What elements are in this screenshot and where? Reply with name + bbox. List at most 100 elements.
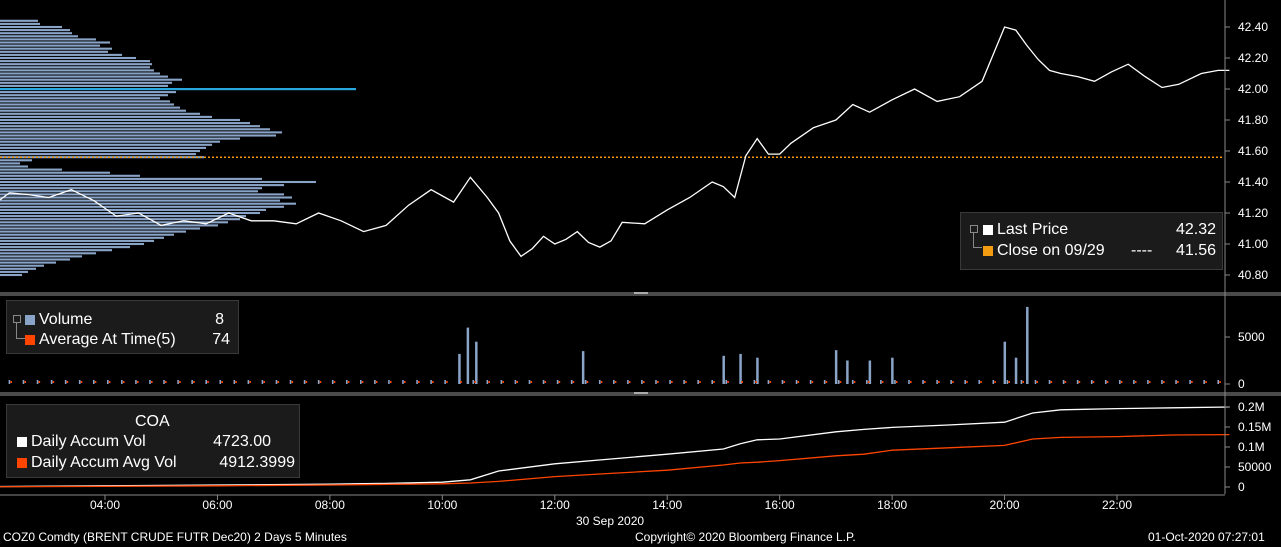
avg-volume-marker (1177, 381, 1179, 383)
volume-profile-bar (0, 56, 136, 60)
avg-swatch (25, 335, 35, 345)
volume-bar (868, 360, 872, 384)
volume-profile-bar (0, 270, 28, 273)
y-tick-label: 41.00 (1238, 237, 1268, 251)
volume-bar (795, 380, 798, 384)
avg-volume-marker (755, 381, 757, 383)
avg-volume-marker (938, 381, 940, 383)
avg-volume-marker (38, 381, 41, 383)
price-panel: 42.40 42.20 42.00 41.80 41.60 41.40 41.20 41.00… (0, 19, 1268, 282)
volume-bar (360, 380, 362, 384)
avg-volume-marker (741, 381, 743, 383)
volume-profile-bar (0, 81, 172, 84)
volume-profile-bar (0, 72, 160, 75)
accum-avg-swatch (17, 458, 27, 468)
volume-profile-bar (0, 233, 174, 236)
y-tick-label: 0 (1238, 377, 1245, 391)
volume-bar (542, 380, 545, 384)
volume-bar (964, 380, 966, 384)
avg-volume-marker (1008, 381, 1010, 383)
volume-profile-bar (0, 103, 174, 106)
volume-bar (374, 380, 376, 384)
avg-volume-marker (713, 381, 715, 383)
avg-volume-marker (1050, 381, 1053, 383)
volume-bar (444, 380, 446, 384)
volume-bar (458, 380, 460, 384)
avg-volume-marker (221, 381, 223, 383)
volume-bar (1048, 380, 1051, 384)
avg-volume-marker (727, 381, 729, 383)
volume-profile-bar (0, 97, 160, 100)
volume-bar (584, 380, 587, 384)
volume-profile-bar (0, 106, 180, 109)
volume-profile-bar (0, 171, 110, 174)
avg-volume-marker (572, 381, 575, 383)
volume-bar (289, 380, 292, 384)
avg-value: 74 (212, 331, 230, 348)
volume-bar (303, 380, 306, 384)
avg-volume-marker (1120, 381, 1123, 383)
x-axis: 04:00 06:00 08:00 10:00 12:00 14:00 16:00 18:00… (90, 495, 1132, 512)
avg-volume-marker (544, 381, 547, 383)
avg-volume-marker (1064, 381, 1067, 383)
x-tick-label: 16:00 (765, 498, 795, 512)
volume-bar (1147, 380, 1149, 384)
avg-volume-marker (1078, 381, 1081, 383)
x-tick-label: 04:00 (90, 498, 120, 512)
volume-profile-bar (0, 267, 36, 270)
legend-collapse-icon[interactable] (13, 315, 21, 323)
volume-bar (233, 380, 236, 384)
y-tick-label: 42.00 (1238, 82, 1268, 96)
avg-volume-marker (207, 381, 209, 383)
volume-profile-bar (0, 242, 144, 246)
volume-bar (486, 380, 489, 384)
volume-bar (711, 380, 713, 384)
volume-bar (78, 380, 81, 384)
volume-profile-bar (0, 94, 168, 97)
volume-bar (722, 355, 725, 384)
volume-bar (50, 380, 53, 384)
volume-bar (978, 380, 981, 384)
resize-grip (634, 292, 648, 294)
avg-volume-marker (685, 381, 687, 383)
volume-bar (107, 380, 109, 384)
legend-collapse-icon[interactable] (970, 225, 978, 233)
volume-profile-bar (0, 53, 122, 56)
volume-profile-bar (0, 239, 154, 242)
avg-volume-marker (952, 381, 954, 383)
volume-bar (402, 380, 404, 384)
avg-volume-marker (656, 381, 659, 383)
volume-bar (64, 380, 67, 384)
volume-profile-bar (0, 66, 150, 69)
volume-bar (894, 380, 896, 384)
volume-profile-bar (0, 131, 282, 134)
volume-bar (345, 380, 348, 384)
avg-volume-marker (671, 381, 673, 383)
volume-bar (528, 380, 531, 384)
volume-bar (1090, 380, 1093, 384)
avg-volume-marker (375, 381, 378, 383)
avg-volume-marker (347, 381, 350, 383)
y-tick-label: 41.20 (1238, 206, 1268, 220)
volume-profile-bar (0, 78, 182, 81)
accum-value: 4723.00 (213, 433, 271, 450)
avg-volume-marker (361, 381, 364, 383)
y-tick-label: 41.80 (1238, 113, 1268, 127)
volume-profile-bar (0, 91, 176, 94)
volume-bar (317, 380, 320, 384)
last-price-label: Last Price (997, 221, 1069, 238)
x-tick-label: 08:00 (315, 498, 345, 512)
volume-bar (556, 380, 559, 384)
volume-bar (1034, 380, 1037, 384)
x-tick-label: 18:00 (877, 498, 907, 512)
volume-bar (613, 380, 615, 384)
volume-bar (8, 380, 11, 384)
volume-profile-bar (0, 162, 20, 165)
avg-volume-marker (1092, 381, 1095, 383)
volume-bar (1133, 380, 1135, 384)
y-tick-label: 5000 (1238, 330, 1265, 344)
volume-bar (581, 351, 585, 384)
x-tick-label: 06:00 (202, 498, 232, 512)
avg-volume-marker (305, 381, 308, 383)
volume-bar (598, 380, 601, 384)
